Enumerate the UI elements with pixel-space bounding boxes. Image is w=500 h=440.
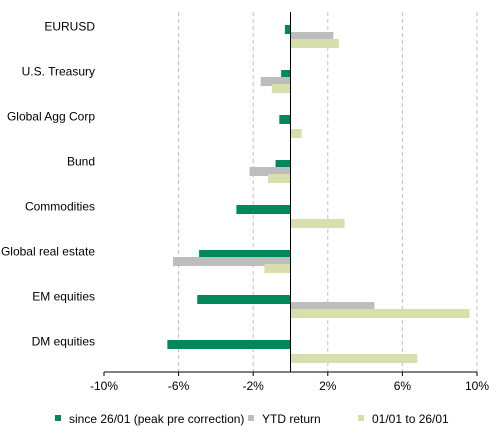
legend-label-1: YTD return: [262, 412, 321, 426]
category-label-5: Global real estate: [1, 245, 95, 259]
category-label-3: Bund: [67, 155, 95, 169]
category-label-2: Global Agg Corp: [7, 110, 95, 124]
bar-7-0: [167, 340, 291, 349]
bar-0-2: [290, 39, 339, 48]
x-tick-label-0: -10%: [90, 379, 118, 393]
x-tick-label-5: 10%: [465, 379, 489, 393]
bar-5-1: [173, 257, 291, 266]
bar-5-2: [264, 264, 291, 273]
legend-swatch-2: [358, 415, 364, 421]
x-tick-label-1: -6%: [168, 379, 190, 393]
x-tick-label-2: -2%: [243, 379, 265, 393]
legend: since 26/01 (peak pre correction) YTD ret…: [55, 412, 449, 426]
bar-4-0: [236, 205, 291, 214]
bars: [167, 25, 470, 363]
bar-2-2: [290, 129, 302, 138]
category-labels: EURUSD U.S. Treasury Global Agg Corp Bund Co…: [1, 20, 95, 349]
category-label-0: EURUSD: [44, 20, 95, 34]
legend-swatch-1: [248, 415, 254, 421]
legend-label-2: 01/01 to 26/01: [372, 412, 449, 426]
bar-4-2: [290, 219, 345, 228]
bar-7-2: [290, 354, 418, 363]
x-tick-label-3: 2%: [319, 379, 337, 393]
bar-2-0: [279, 115, 291, 124]
bar-3-1: [249, 167, 291, 176]
legend-swatch-0: [55, 415, 61, 421]
bar-5-0: [199, 250, 291, 259]
bar-0-0: [284, 25, 291, 34]
bar-3-0: [275, 160, 291, 169]
category-label-7: DM equities: [32, 335, 95, 349]
bar-6-0: [197, 295, 291, 304]
bar-1-1: [260, 77, 291, 86]
bar-1-2: [271, 84, 291, 93]
x-ticks: -10% -6% -2% 2% 6% 10%: [90, 372, 489, 393]
bar-6-2: [290, 309, 470, 318]
bar-0-1: [290, 32, 334, 41]
x-tick-label-4: 6%: [394, 379, 412, 393]
bar-1-0: [281, 70, 291, 79]
legend-label-0: since 26/01 (peak pre correction): [69, 412, 244, 426]
bar-3-2: [268, 174, 291, 183]
category-label-6: EM equities: [32, 290, 95, 304]
gridlines: [178, 12, 478, 372]
bar-6-1: [290, 302, 375, 311]
category-label-1: U.S. Treasury: [22, 65, 95, 79]
category-label-4: Commodities: [25, 200, 95, 214]
